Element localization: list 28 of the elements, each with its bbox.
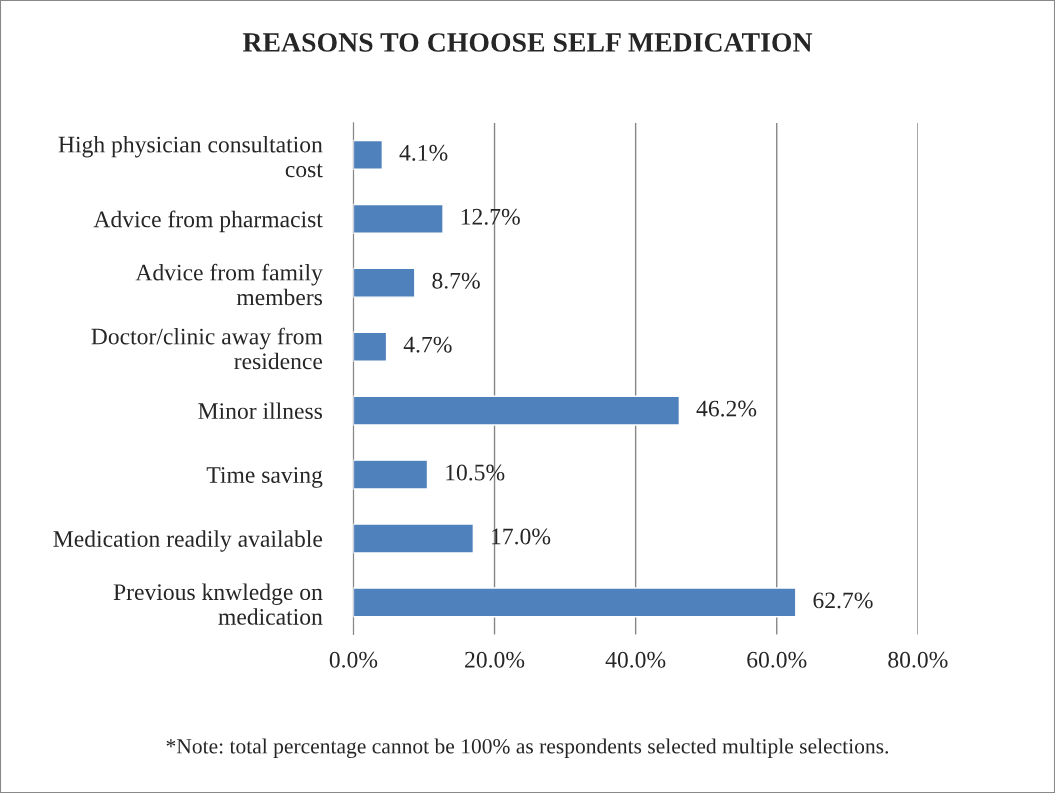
y-tick-label: Medication readily available: [53, 530, 323, 552]
y-tick-label: High physician consultation cost: [58, 135, 323, 178]
bar: [353, 267, 416, 298]
y-tick-label: Minor illness: [198, 402, 323, 420]
data-label: 8.7%: [432, 272, 480, 289]
x-tick-label: 80.0%: [888, 651, 948, 668]
bar: [353, 523, 475, 554]
bar: [353, 139, 384, 170]
y-tick-label: Previous knwledge on medication: [113, 583, 323, 625]
bar: [353, 203, 444, 234]
y-tick-label: Advice from family members: [135, 263, 323, 306]
y-tick-label: Time saving: [206, 467, 323, 488]
text: *Note: total percentage cannot be 100% as respondents selected multiple selections.: [166, 738, 889, 758]
data-label: 4.1%: [399, 144, 448, 161]
x-tick-label: 60.0%: [747, 651, 807, 668]
bar: [353, 587, 797, 618]
bar: [353, 459, 429, 490]
data-label: 46.2%: [696, 400, 757, 417]
x-tick-label: 40.0%: [605, 651, 666, 668]
y-tick-label: Advice from pharmacist: [93, 210, 323, 233]
bar: [353, 395, 681, 426]
data-label: 4.7%: [403, 336, 452, 353]
x-tick-label: 0.0%: [329, 651, 378, 668]
chart-title: REASONS TO CHOOSE SELF MEDICATION: [242, 33, 813, 52]
bar: [353, 331, 388, 362]
x-tick-label: 20.0%: [465, 651, 525, 668]
y-tick-label: Doctor/clinic away from residence: [91, 327, 323, 370]
data-label: 62.7%: [813, 592, 873, 609]
